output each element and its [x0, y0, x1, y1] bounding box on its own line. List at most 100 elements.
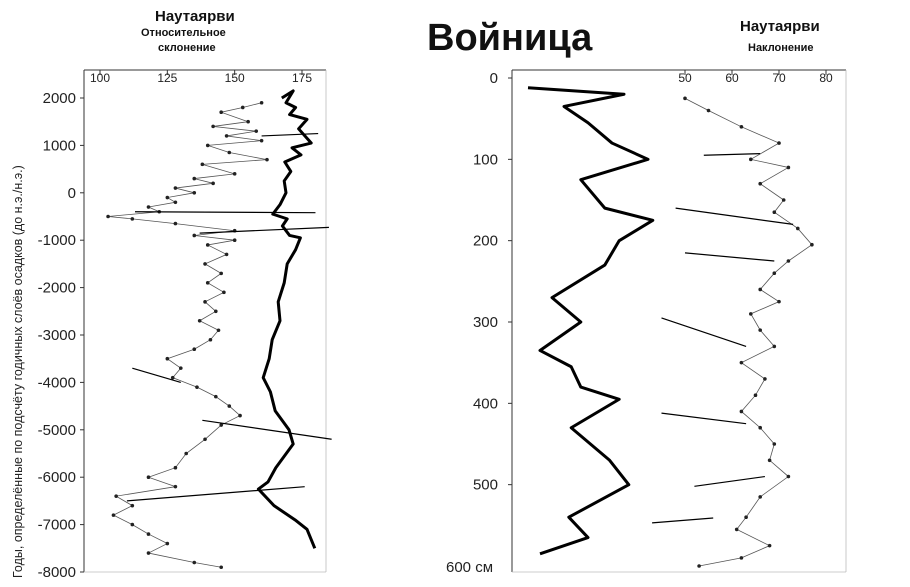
left-declination-point [192, 347, 197, 352]
left-declination-point [219, 565, 223, 570]
right-y-tick-label: 200 [473, 233, 498, 250]
right-inclination-point [772, 210, 777, 214]
left-y-tick-label: -3000 [38, 327, 76, 344]
left-declination-point [173, 484, 178, 489]
left-x-tick-label: 150 [225, 71, 245, 85]
left-declination-point [208, 337, 213, 342]
chart-marks [106, 86, 814, 570]
left-declination-point [259, 138, 264, 143]
left-declination-point [216, 328, 221, 333]
right-inclination-point [758, 328, 762, 332]
left-y-tick-label: 1000 [43, 137, 76, 154]
left-y-tick-label: -8000 [38, 564, 76, 581]
right-inclination-point [786, 259, 791, 263]
left-declination-point [197, 318, 202, 323]
left-param-label-2: склонение [158, 42, 216, 54]
left-declination-point [195, 385, 199, 389]
left-correlation-line [261, 132, 319, 137]
right-correlation-line [661, 412, 747, 425]
left-declination-point [130, 522, 135, 527]
left-declination-point [203, 262, 207, 266]
left-declination-point [232, 172, 237, 176]
left-declination-point [130, 217, 135, 221]
left-declination-point [179, 366, 183, 370]
left-declination-point [224, 252, 229, 257]
left-declination-point [192, 233, 197, 238]
left-declination-point [203, 300, 207, 304]
left-correlation-line [132, 367, 181, 383]
left-y-tick-label: -5000 [38, 422, 76, 439]
left-declination-point [130, 503, 135, 508]
left-declination-point [200, 162, 205, 167]
right-x-tick-label: 70 [772, 71, 786, 85]
right-x-tick-label: 80 [819, 71, 833, 85]
right-inclination-point [796, 226, 800, 231]
left-declination-point [173, 465, 178, 470]
right-inclination-point [753, 393, 758, 398]
left-y-tick-label: -2000 [38, 280, 76, 297]
left-declination-point [227, 404, 232, 408]
left-correlation-line [199, 226, 329, 234]
right-param-label: Наклонение [748, 42, 814, 54]
right-inclination-point [683, 96, 687, 101]
right-inclination-point [734, 527, 739, 532]
left-declination-point [214, 309, 218, 314]
right-inclination-point [749, 312, 753, 316]
left-x-tick-label: 125 [157, 71, 177, 85]
left-y-tick-label: -1000 [38, 232, 76, 249]
left-declination-point [219, 110, 223, 115]
left-y-tick-label: -4000 [38, 374, 76, 391]
right-y-tick-label: 400 [473, 395, 498, 412]
left-correlation-line [126, 486, 305, 502]
right-inclination-point [739, 125, 744, 129]
right-inclination-point [758, 287, 762, 292]
left-x-tick-label: 175 [292, 71, 312, 85]
left-declination-point [184, 451, 188, 456]
right-inclination-point [749, 157, 753, 162]
left-declination-point [219, 423, 223, 427]
left-declination-point [227, 150, 232, 155]
right-y-tick-label: 100 [473, 151, 498, 168]
right-y-tick-label: 500 [473, 477, 498, 494]
right-inclination-point [777, 299, 781, 304]
left-declination-point [192, 191, 197, 195]
left-declination-point [173, 200, 178, 205]
right-correlation-line [703, 153, 761, 156]
left-declination-point [205, 281, 210, 285]
right-inclination-point [697, 564, 701, 568]
left-declination-point [173, 221, 178, 226]
left-declination-point [224, 134, 229, 138]
right-inclination-point [786, 165, 791, 170]
left-declination-point [211, 181, 215, 186]
right-inclination-point [767, 458, 772, 463]
right-inclination-point [772, 442, 777, 446]
right-correlation-line [675, 207, 794, 225]
left-declination-point [222, 290, 226, 295]
left-declination-point [265, 157, 269, 162]
left-site-label: Наутаярви [155, 8, 235, 25]
left-declination-point [203, 437, 207, 442]
right-inclination-point [786, 474, 791, 479]
left-declination-point [240, 105, 245, 110]
left-declination-point [192, 560, 197, 565]
axes: 100 125 150 175200010000-1000-2000-3000-400… [38, 69, 847, 581]
right-x-tick-label: 50 [678, 71, 692, 85]
right-inclination-point [739, 360, 744, 365]
right-inclination-point [781, 198, 786, 202]
left-param-label-1: Относительное [141, 27, 226, 39]
left-declination-point [259, 100, 264, 105]
depth-unit-label: 600 см [446, 559, 493, 576]
left-declination-point [165, 541, 170, 546]
right-correlation-line [652, 517, 714, 524]
left-x-tick-label: 100 [90, 71, 110, 85]
left-declination-point [114, 494, 118, 498]
right-site-label: Наутаярви [740, 18, 820, 35]
right-inclination-point [706, 108, 711, 113]
right-correlation-line [684, 252, 775, 262]
left-y-tick-label: -6000 [38, 469, 76, 486]
right-inclination-point [739, 409, 744, 414]
wojnica-right-curve [527, 86, 655, 556]
right-inclination-point [758, 181, 762, 186]
left-declination-point [146, 475, 151, 480]
